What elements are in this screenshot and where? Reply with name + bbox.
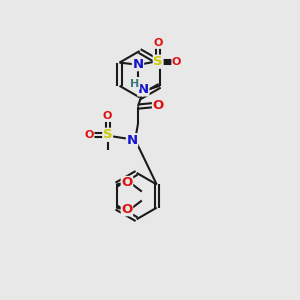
Text: N: N [138, 83, 149, 96]
Text: O: O [121, 202, 133, 216]
Text: H: H [130, 79, 140, 89]
Text: O: O [121, 176, 133, 190]
Text: O: O [154, 38, 163, 48]
Text: O: O [85, 130, 94, 140]
Text: O: O [103, 111, 112, 122]
Text: O: O [153, 99, 164, 112]
Text: S: S [153, 55, 163, 68]
Text: N: N [132, 58, 143, 70]
Text: S: S [103, 128, 112, 141]
Text: O: O [172, 57, 181, 67]
Text: N: N [127, 134, 138, 147]
